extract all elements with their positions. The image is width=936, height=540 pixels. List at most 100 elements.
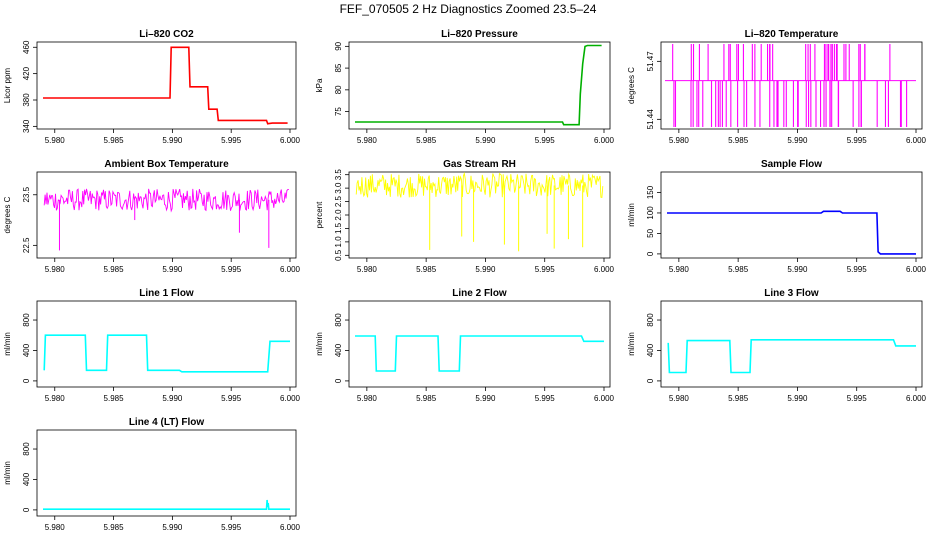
chart-panel-8: Line 2 Flow ml/min 5.980 5.985 5.990 5.995 6.0… xyxy=(315,288,615,403)
x-tick-label: 5.980 xyxy=(357,394,378,403)
plot-title: Gas Stream RH xyxy=(443,159,516,170)
x-tick-label: 6.000 xyxy=(906,136,927,145)
x-tick-label: 6.000 xyxy=(594,394,615,403)
y-tick-label: 800 xyxy=(334,313,343,327)
x-tick-label: 5.985 xyxy=(728,136,749,145)
x-tick-label: 5.990 xyxy=(475,394,496,403)
y-axis-label: ml/min xyxy=(315,332,324,356)
x-tick-label: 5.980 xyxy=(45,523,66,532)
x-tick-label: 5.990 xyxy=(475,136,496,145)
y-tick-label: 1.0 xyxy=(334,236,343,248)
x-tick-label: 5.985 xyxy=(728,265,749,274)
y-axis-label: ml/min xyxy=(627,332,636,356)
y-axis-label: degrees C xyxy=(627,67,636,104)
y-tick-label: 23.5 xyxy=(22,186,31,202)
plot-title: Line 2 Flow xyxy=(452,288,507,299)
x-tick-label: 5.985 xyxy=(104,136,125,145)
x-tick-label: 5.980 xyxy=(669,265,690,274)
y-tick-label: 400 xyxy=(22,343,31,357)
x-tick-label: 5.990 xyxy=(162,265,183,274)
x-tick-label: 5.995 xyxy=(535,394,556,403)
y-tick-label: 400 xyxy=(22,472,31,486)
y-axis-label: kPa xyxy=(315,78,324,92)
x-tick-label: 5.980 xyxy=(357,136,378,145)
chart-panel-9: Line 3 Flow ml/min 5.980 5.985 5.990 5.995 6.0… xyxy=(627,288,927,403)
y-tick-label: 400 xyxy=(334,343,343,357)
y-axis-label: ml/min xyxy=(3,461,12,485)
chart-panel-7: Line 1 Flow ml/min 5.980 5.985 5.990 5.995 6.0… xyxy=(3,288,301,403)
y-axis-label: Licor ppm xyxy=(3,68,12,103)
y-tick-label: 90 xyxy=(334,41,343,50)
x-tick-label: 5.980 xyxy=(45,394,66,403)
plot-title: Sample Flow xyxy=(761,159,822,170)
y-tick-label: 800 xyxy=(646,313,655,327)
chart-panel-6: Sample Flow ml/min 5.980 5.985 5.990 5.995 6.0… xyxy=(627,159,927,274)
plot-frame xyxy=(36,41,297,130)
y-tick-label: 420 xyxy=(22,66,31,80)
chart-panel-5: Gas Stream RH percent 5.980 5.985 5.990 5.995… xyxy=(315,159,615,274)
chart-panel-1: Li–820 CO2 Licor ppm 5.980 5.985 5.990 5.995 6… xyxy=(3,29,301,145)
chart-panel-2: Li–820 Pressure kPa 5.980 5.985 5.990 5.995 6.… xyxy=(315,29,615,145)
x-tick-label: 5.995 xyxy=(221,394,242,403)
plot-title: Li–820 CO2 xyxy=(139,29,194,40)
x-tick-label: 5.985 xyxy=(416,394,437,403)
y-tick-label: 2.5 xyxy=(334,195,343,207)
plot-frame xyxy=(348,41,611,130)
plot-frame xyxy=(660,300,923,388)
y-tick-label: 1.5 xyxy=(334,222,343,234)
x-tick-label: 5.990 xyxy=(162,523,183,532)
y-axis-label: ml/min xyxy=(627,203,636,227)
y-tick-label: 75 xyxy=(334,107,343,116)
y-tick-label: 0 xyxy=(646,251,655,256)
x-tick-label: 5.980 xyxy=(357,265,378,274)
y-axis-label: percent xyxy=(315,201,324,228)
x-tick-label: 5.995 xyxy=(847,136,868,145)
data-series-noise xyxy=(355,172,604,199)
y-tick-label: 100 xyxy=(646,206,655,220)
x-tick-label: 5.995 xyxy=(535,136,556,145)
y-tick-label: 800 xyxy=(22,313,31,327)
x-tick-label: 5.980 xyxy=(45,265,66,274)
data-series-line xyxy=(355,44,602,126)
chart-panel-10: Line 4 (LT) Flow ml/min 5.980 5.985 5.990 5.9… xyxy=(3,417,301,532)
y-tick-label: 80 xyxy=(334,85,343,94)
data-series-line xyxy=(667,210,916,255)
y-tick-label: 22.5 xyxy=(22,237,31,253)
y-tick-label: 50 xyxy=(646,228,655,237)
plot-title: Line 1 Flow xyxy=(139,288,194,299)
y-axis-label: ml/min xyxy=(3,332,12,356)
y-tick-label: 0 xyxy=(22,378,31,383)
x-tick-label: 5.985 xyxy=(416,136,437,145)
y-tick-label: 51.47 xyxy=(646,51,655,72)
y-tick-label: 3.0 xyxy=(334,182,343,194)
x-tick-label: 6.000 xyxy=(280,394,301,403)
plot-title: Ambient Box Temperature xyxy=(104,159,229,170)
data-series-line xyxy=(43,499,290,511)
x-tick-label: 5.995 xyxy=(221,265,242,274)
x-tick-label: 5.995 xyxy=(847,265,868,274)
x-tick-label: 6.000 xyxy=(594,265,615,274)
data-series-line xyxy=(355,335,604,372)
x-tick-label: 5.980 xyxy=(669,136,690,145)
x-tick-label: 5.990 xyxy=(787,136,808,145)
y-tick-label: 0 xyxy=(334,378,343,383)
x-tick-label: 6.000 xyxy=(280,265,301,274)
x-tick-label: 6.000 xyxy=(906,394,927,403)
y-axis-label: degrees C xyxy=(3,196,12,233)
plot-frame xyxy=(348,300,611,388)
chart-panel-3: Li–820 Temperature degrees C 5.980 5.985 5.9… xyxy=(627,29,927,145)
y-tick-label: 3.5 xyxy=(334,169,343,181)
plot-frame xyxy=(36,171,297,259)
data-series-line xyxy=(43,46,288,125)
x-tick-label: 5.980 xyxy=(669,394,690,403)
plot-title: Line 4 (LT) Flow xyxy=(129,417,205,428)
y-tick-label: 150 xyxy=(646,185,655,199)
plot-frame xyxy=(660,41,923,130)
plot-frame xyxy=(36,300,297,388)
chart-panel-4: Ambient Box Temperature degrees C 5.980 5.9… xyxy=(3,159,301,274)
x-tick-label: 6.000 xyxy=(280,136,301,145)
x-tick-label: 5.990 xyxy=(162,394,183,403)
y-tick-label: 2.0 xyxy=(334,209,343,221)
y-tick-label: 0 xyxy=(646,378,655,383)
